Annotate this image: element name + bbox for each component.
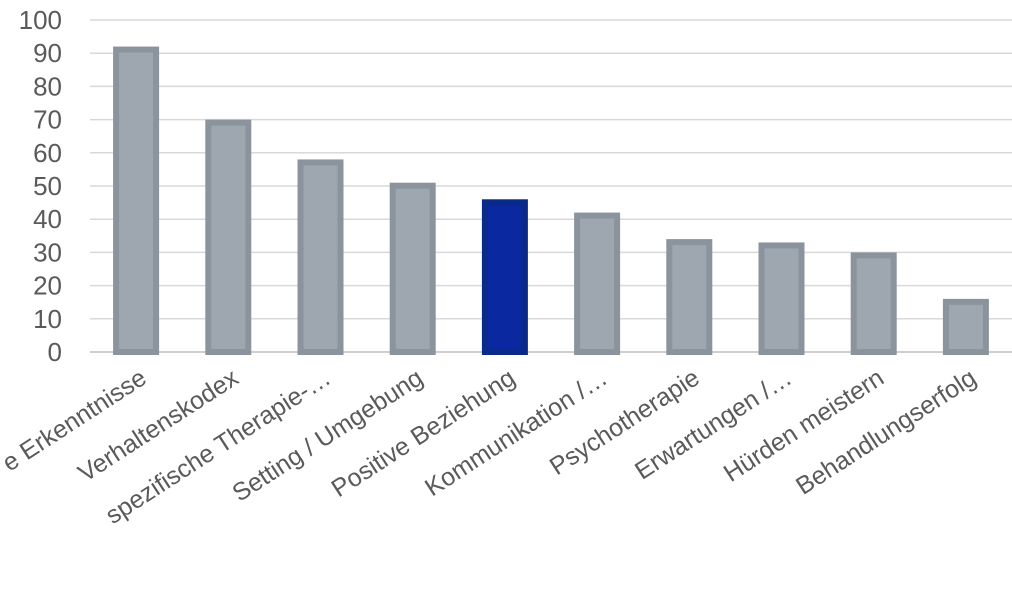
y-tick-label: 0: [48, 337, 62, 367]
y-tick-label: 30: [33, 237, 62, 267]
y-tick-label: 80: [33, 71, 62, 101]
bar: [942, 298, 989, 356]
y-tick-label: 50: [33, 171, 62, 201]
bar: [758, 242, 805, 355]
x-category-label: Erwartungen /…: [630, 364, 797, 486]
y-tick-label: 100: [19, 5, 62, 35]
bar: [574, 212, 621, 355]
y-tick-label: 90: [33, 38, 62, 68]
y-tick-label: 20: [33, 271, 62, 301]
bar: [297, 159, 344, 355]
y-tick-label: 70: [33, 105, 62, 135]
y-tick-label: 40: [33, 204, 62, 234]
bar: [205, 119, 252, 355]
x-axis-category-labels: e ErkenntnisseVerhaltenskodexspezifische…: [0, 363, 981, 530]
bars: [113, 46, 989, 356]
bar: [389, 182, 436, 355]
bar: [481, 199, 528, 355]
bar: [113, 46, 160, 356]
bar: [666, 239, 713, 355]
y-tick-label: 60: [33, 138, 62, 168]
y-tick-label: 10: [33, 304, 62, 334]
bar: [850, 252, 897, 355]
